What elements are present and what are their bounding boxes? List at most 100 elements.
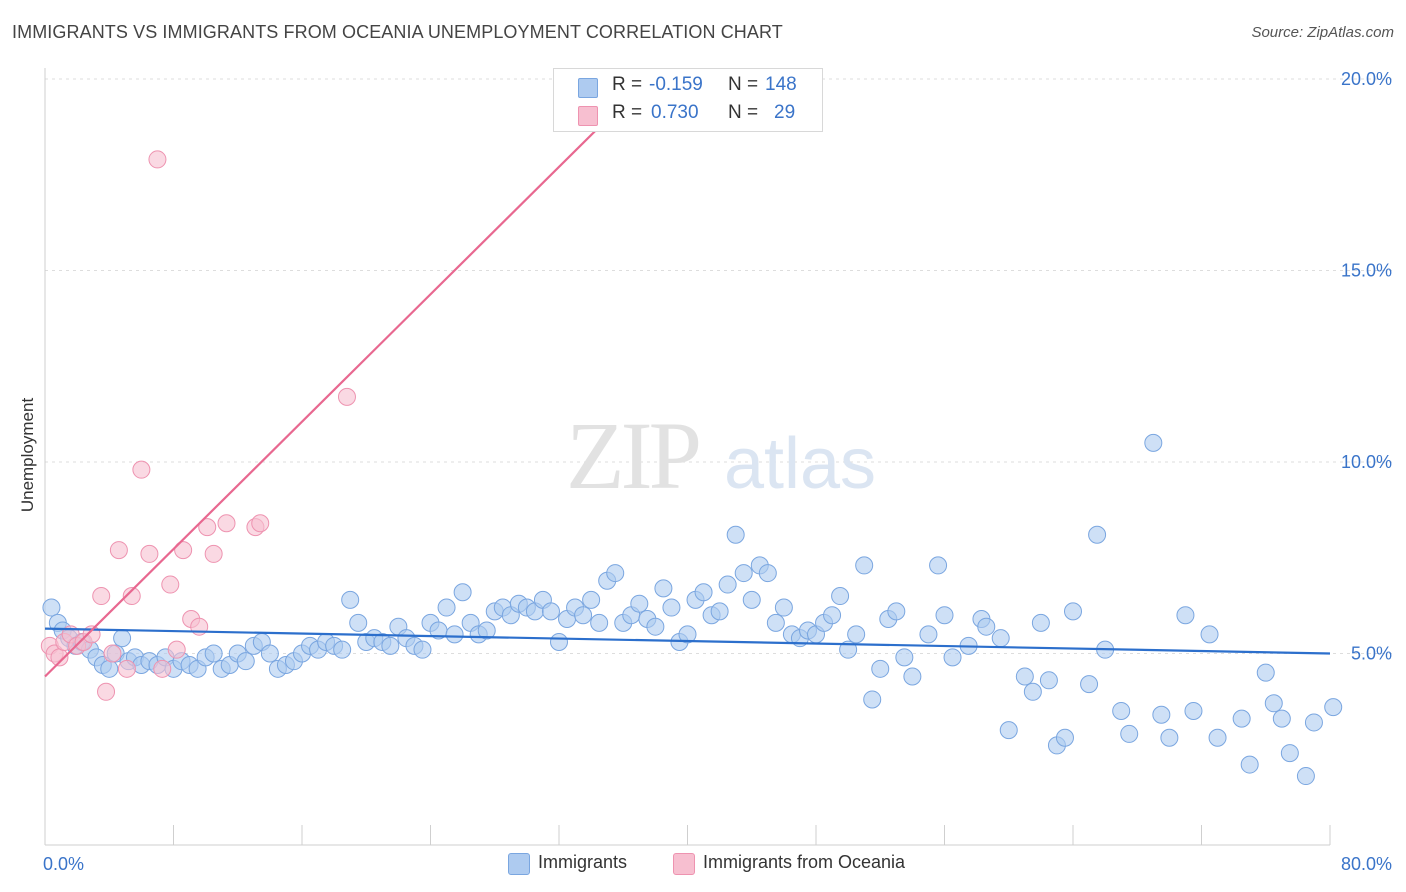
trend-line-oceania — [44, 70, 657, 678]
watermark-atlas: atlas — [724, 424, 876, 504]
point-oceania — [132, 460, 151, 479]
legend-n-label: N = — [728, 102, 759, 123]
point-immigrants — [1112, 701, 1131, 720]
stats-legend-row-immigrants: R = -0.159 N = 148 — [554, 72, 822, 100]
point-immigrants — [260, 644, 279, 663]
point-immigrants — [477, 621, 496, 640]
point-immigrants — [847, 625, 866, 644]
point-immigrants — [100, 659, 119, 678]
point-immigrants — [734, 564, 753, 583]
point-immigrants — [977, 617, 996, 636]
point-immigrants — [1304, 713, 1323, 732]
point-oceania — [161, 575, 180, 594]
point-oceania — [204, 544, 223, 563]
point-immigrants — [646, 617, 665, 636]
point-immigrants — [758, 564, 777, 583]
point-oceania — [167, 640, 186, 659]
y-tick-label: 5.0% — [1351, 644, 1392, 664]
point-immigrants — [718, 575, 737, 594]
point-immigrants — [1184, 701, 1203, 720]
point-immigrants — [903, 667, 922, 686]
y-axis-title: Unemployment — [18, 397, 37, 513]
point-immigrants — [1264, 694, 1283, 713]
trend-line-immigrants — [44, 627, 1331, 655]
point-immigrants — [774, 598, 793, 617]
point-immigrants — [349, 613, 368, 632]
point-immigrants — [1160, 728, 1179, 747]
point-immigrants — [710, 602, 729, 621]
point-immigrants — [742, 590, 761, 609]
point-immigrants — [871, 659, 890, 678]
legend-swatch-blue — [578, 78, 598, 98]
point-immigrants — [1144, 433, 1163, 452]
point-immigrants — [630, 594, 649, 613]
point-immigrants — [654, 579, 673, 598]
legend-r-label: R = — [612, 74, 643, 95]
point-immigrants — [42, 598, 61, 617]
point-immigrants — [341, 590, 360, 609]
point-immigrants — [943, 648, 962, 667]
point-immigrants — [662, 598, 681, 617]
legend-label: Immigrants — [538, 852, 628, 872]
watermark-zip: ZIP — [566, 402, 699, 509]
legend-r-value: -0.159 — [649, 74, 703, 95]
axes — [44, 68, 1331, 846]
trend-lines — [44, 70, 1331, 678]
point-immigrants — [935, 606, 954, 625]
x-tick-label: 80.0% — [1341, 854, 1392, 874]
point-immigrants — [1152, 705, 1171, 724]
legend-swatch-pink — [578, 106, 598, 126]
point-immigrants — [236, 652, 255, 671]
point-immigrants — [999, 721, 1018, 740]
point-immigrants — [831, 587, 850, 606]
point-immigrants — [204, 644, 223, 663]
point-immigrants — [1088, 525, 1107, 544]
point-immigrants — [582, 590, 601, 609]
point-immigrants — [766, 613, 785, 632]
point-immigrants — [1039, 671, 1058, 690]
legend-label: Immigrants from Oceania — [703, 852, 906, 872]
point-oceania — [122, 587, 141, 606]
point-immigrants — [1232, 709, 1251, 728]
point-immigrants — [1200, 625, 1219, 644]
point-immigrants — [1296, 767, 1315, 786]
point-oceania — [174, 541, 193, 560]
point-immigrants — [1272, 709, 1291, 728]
point-immigrants — [445, 625, 464, 644]
point-immigrants — [887, 602, 906, 621]
point-immigrants — [590, 613, 609, 632]
point-oceania — [198, 518, 217, 537]
point-immigrants — [726, 525, 745, 544]
legend-n-value: 148 — [765, 74, 797, 95]
gridlines — [45, 78, 1392, 654]
point-oceania — [109, 541, 128, 560]
point-immigrants — [895, 648, 914, 667]
legend-n-label: N = — [728, 74, 759, 95]
point-immigrants — [1324, 698, 1343, 717]
point-immigrants — [1055, 728, 1074, 747]
point-oceania — [337, 387, 356, 406]
x-tick-label: 0.0% — [43, 854, 84, 874]
point-oceania — [97, 682, 116, 701]
y-tick-label: 15.0% — [1341, 261, 1392, 281]
point-oceania — [153, 659, 172, 678]
point-immigrants — [855, 556, 874, 575]
legend-n-value: 29 — [774, 102, 796, 123]
watermark: ZIP atlas — [566, 402, 876, 509]
y-tick-label: 20.0% — [1341, 69, 1392, 89]
point-oceania — [103, 644, 122, 663]
tick-labels: 5.0% 10.0% 15.0% 20.0% 0.0% 80.0% — [43, 69, 1392, 874]
point-immigrants — [574, 606, 593, 625]
point-immigrants — [919, 625, 938, 644]
point-immigrants — [678, 625, 697, 644]
point-immigrants — [1031, 613, 1050, 632]
point-immigrants — [1064, 602, 1082, 621]
point-immigrants — [694, 583, 713, 602]
point-immigrants — [541, 602, 560, 621]
point-immigrants — [453, 583, 472, 602]
point-immigrants — [413, 640, 432, 659]
point-immigrants — [1023, 682, 1042, 701]
point-immigrants — [1176, 606, 1195, 625]
point-immigrants — [991, 629, 1010, 648]
